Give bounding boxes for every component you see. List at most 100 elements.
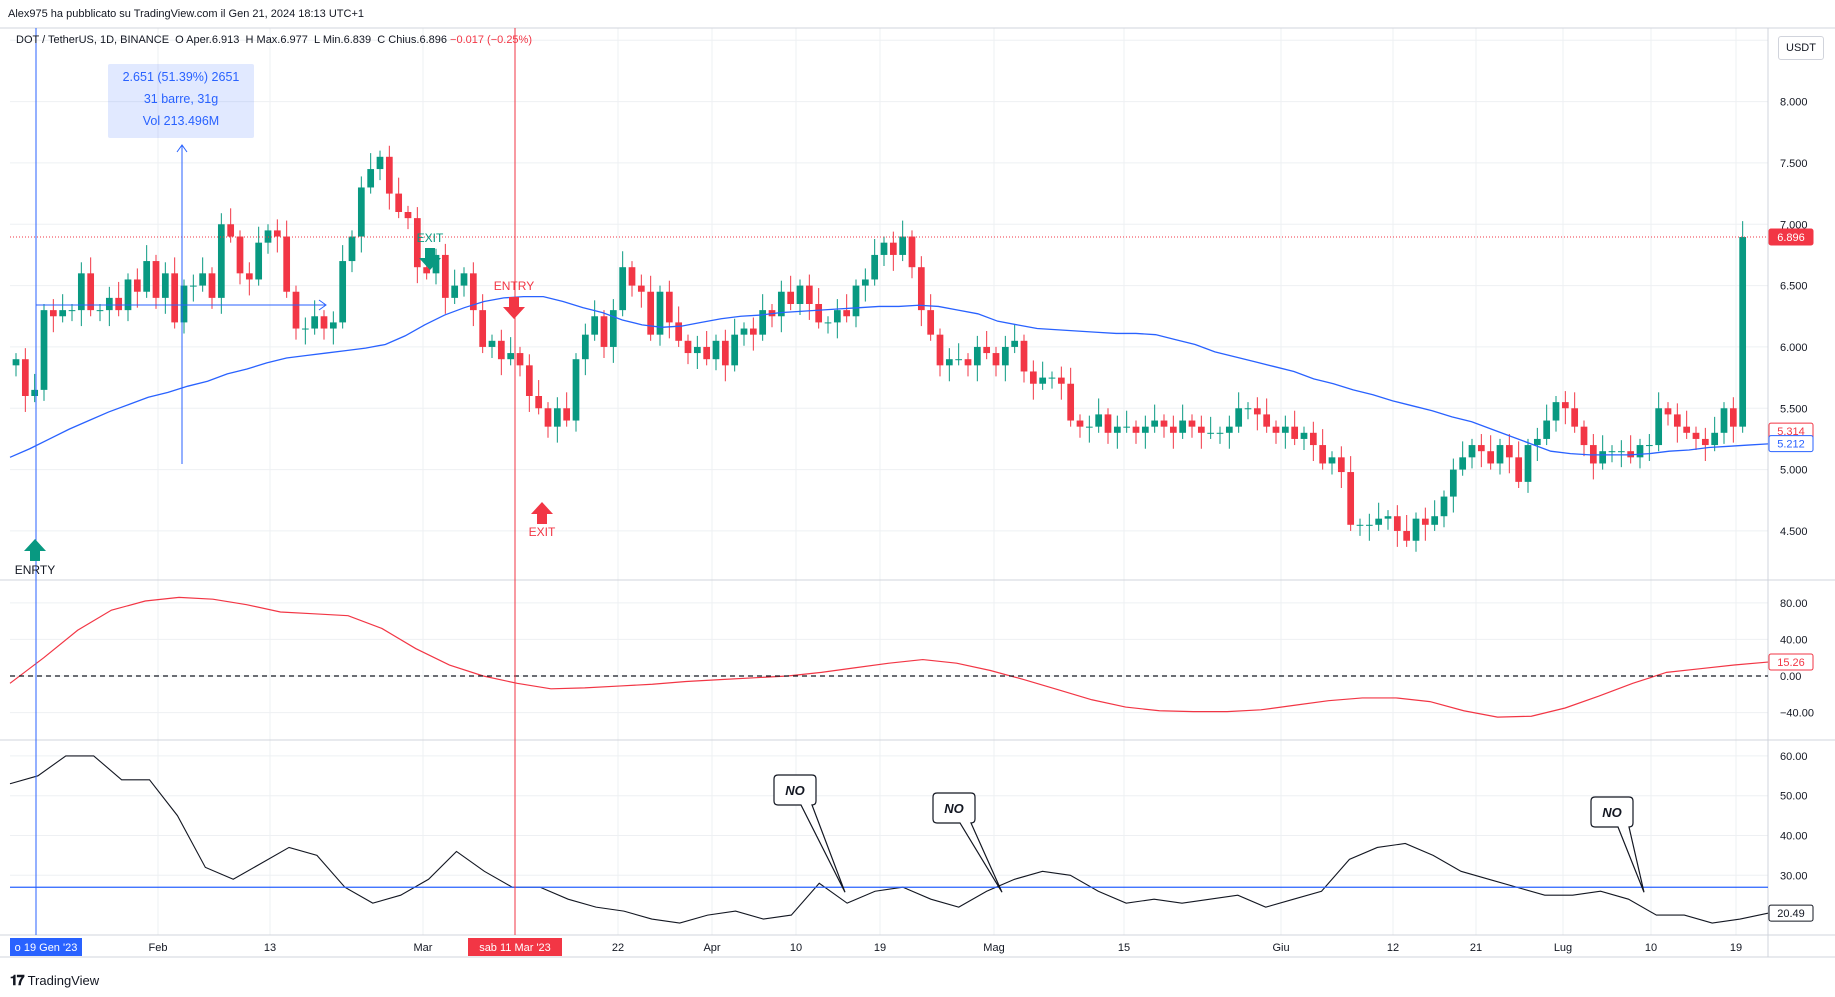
price-tick-label: 8.000 [1780,97,1808,109]
candle-body [656,291,664,335]
osc-value-badge: 15.26 [1777,657,1805,669]
adx-tick-label: 50.00 [1780,791,1808,803]
candle-body [1235,408,1243,427]
measure-line-2: 31 barre, 31g [143,92,219,106]
candle-body [721,340,729,366]
candle-body [1076,420,1084,427]
candle-body [1533,438,1541,446]
time-tick-label: Apr [703,942,720,954]
candle-body [973,346,981,366]
open-value: Aper.6.913 [186,34,240,46]
last-price-badge-bg [1768,228,1814,246]
adx-tick-label: 40.00 [1780,831,1808,843]
price-tick-label: 5.000 [1780,465,1808,477]
candle-body [749,328,757,335]
candle-body [49,310,57,317]
candle-body [152,261,160,298]
currency-button[interactable]: USDT [1778,36,1824,60]
candle-body [1655,408,1663,446]
candle-body [507,353,515,360]
candle-body [843,310,851,317]
osc-tick-label: 80.00 [1780,598,1808,610]
oscillator-line [9,596,1769,718]
ma-price-badge: 5.212 [1777,439,1805,451]
time-badge-cursor: sab 11 Mar '23 [479,942,551,954]
candle-body [236,236,244,274]
candle-body [1207,432,1215,434]
candle-body [917,267,925,311]
candle-body [1179,420,1187,433]
candle-body [889,242,897,255]
exit-1-label: EXIT [417,231,444,245]
price-tick-label: 4.500 [1780,526,1808,538]
price-tick-label: 7.500 [1780,158,1808,170]
candle-body [703,346,711,360]
candle-body [1347,472,1355,525]
candle-body [1403,530,1411,541]
candle-body [833,310,841,323]
measure-arrow-right-icon [318,299,327,311]
candle-body [945,359,953,366]
candle-body [731,334,739,366]
candle-body [1617,451,1625,453]
candle-body [404,212,412,219]
candle-body [787,291,795,304]
candle-body [255,242,263,280]
candle-body [1701,438,1709,446]
no-callout-label: NO [1602,805,1622,820]
time-tick-label: 15 [1118,942,1130,954]
candle-body [329,322,337,329]
time-badge-left-bg [10,938,82,956]
candle-body [1365,524,1373,526]
exit-1-arrow-down-icon [419,248,441,270]
candle-body [283,236,291,292]
candle-body [1123,426,1131,428]
candle-body [292,291,300,329]
high-key: H [245,34,254,46]
symbol-label[interactable]: DOT / TetherUS, 1D, BINANCE [16,34,170,46]
time-tick-label: Feb [149,942,168,954]
low-value: Min.6.839 [322,34,372,46]
candle-body [432,254,440,274]
time-tick-label: 10 [790,942,802,954]
adx-tick-label: 60.00 [1780,751,1808,763]
ma-price-badge-bg [1768,435,1814,453]
candle-body [1253,408,1261,415]
candle-body [637,285,645,292]
time-tick-label: 19 [1730,942,1742,954]
oscillator-pane [9,596,1769,718]
candle-body [992,353,1000,366]
candle-body [609,310,617,347]
candle-body [59,310,67,317]
candle-body [469,273,477,311]
sma-line [9,295,1769,458]
candle-body [227,224,235,237]
candle-body [68,310,76,312]
candle-body [301,328,309,330]
candle-body [1225,426,1233,433]
no-callout-1 [932,792,1003,893]
candle-body [77,273,85,311]
close-value: Chius.6.896 [388,34,447,46]
tradingview-logo[interactable]: 𝟏𝟕 TradingView [10,972,99,989]
candle-body [581,334,589,360]
candle-body [1599,451,1607,464]
candle-body [647,291,655,335]
candle-body [320,316,328,329]
candle-body [712,340,720,360]
candle-body [665,291,673,323]
measure-line-1: 2.651 (51.39%) 2651 [122,70,240,84]
candle-body [955,359,963,361]
candle-body [133,279,141,292]
candle-body [217,224,225,298]
candle-body [852,285,860,317]
no-callout-label: NO [944,801,964,816]
candle-body [1552,402,1560,421]
candle-body [180,285,188,323]
osc-tick-label: 40.00 [1780,634,1808,646]
close-key: C [377,34,386,46]
candle-body [1459,457,1467,470]
candle-body [675,322,683,341]
candle-body [1412,518,1420,541]
